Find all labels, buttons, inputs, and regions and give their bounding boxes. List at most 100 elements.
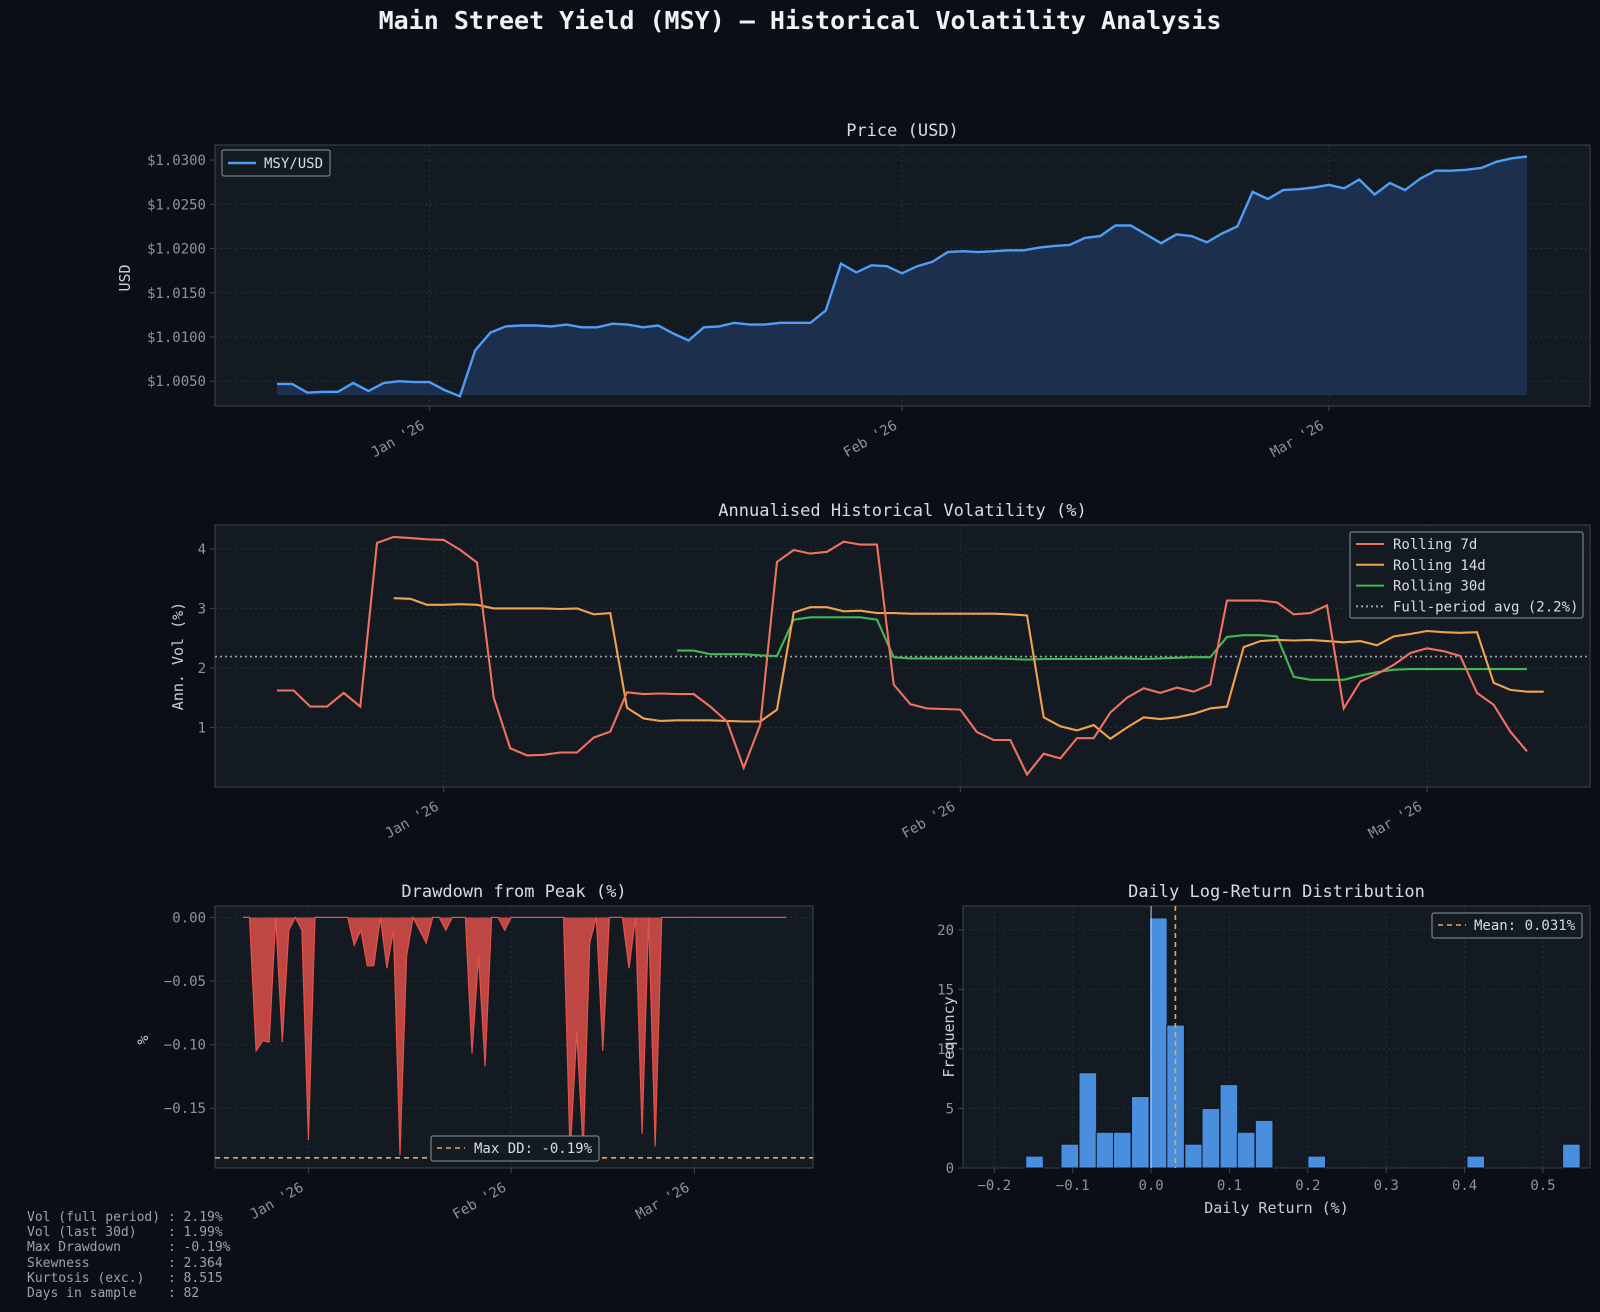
vol-line-30d (677, 616, 1527, 681)
histogram-bar (1236, 1131, 1256, 1169)
stat-separator: : (167, 1286, 184, 1302)
legend-box (1431, 912, 1583, 939)
y-tick-label: −0.10 (164, 1038, 206, 1054)
histogram-panel: Daily Log-Return Distribution 0 5 10 15 20 −0.… (937, 882, 1591, 1217)
price-legend: MSY/USD (221, 149, 331, 177)
legend-label-msy: MSY/USD (264, 156, 323, 172)
y-tick-label: 0.00 (172, 910, 206, 926)
stat-separator: : (167, 1240, 184, 1256)
x-tick-label: −0.2 (977, 1178, 1011, 1194)
histogram-bar (1131, 1096, 1150, 1169)
y-tick-label: 10 (937, 1042, 954, 1058)
histogram-bar (1562, 1143, 1581, 1169)
main-title: Main Street Yield (MSY) — Historical Vol… (378, 6, 1222, 35)
stat-value: -0.19% (183, 1240, 231, 1256)
volatility-panel: Annualised Historical Volatility (%) 1 2 3 4… (169, 501, 1591, 842)
plot-area (214, 905, 814, 1169)
stat-value: 1.99% (183, 1225, 223, 1241)
histogram-bar (1095, 1131, 1115, 1169)
stat-value: 82 (183, 1286, 200, 1302)
panel-title: Price (USD) (846, 121, 959, 141)
y-tick-label: 0 (946, 1161, 954, 1177)
x-tick-label: 0.2 (1295, 1178, 1320, 1194)
y-tick-label: 20 (937, 923, 954, 939)
y-tick-label: 3 (198, 601, 206, 617)
histogram-bar (1466, 1155, 1486, 1169)
histogram-bar (1219, 1084, 1239, 1169)
legend-box (221, 149, 331, 177)
drawdown-panel: Drawdown from Peak (%) 0.00 −0.05 −0.10 −0.1… (134, 882, 814, 1223)
vol-legend: Rolling 7d Rolling 14d Rolling 30d Full-per… (1349, 531, 1584, 619)
y-tick-label: 1 (198, 720, 206, 736)
y-tick-label: $1.0250 (147, 197, 206, 213)
panel-title: Annualised Historical Volatility (%) (718, 501, 1086, 521)
x-tick-label: Jan '26 (247, 1180, 306, 1223)
x-tick-label: Feb '26 (899, 799, 958, 842)
x-tick-label: Mar '26 (633, 1180, 692, 1223)
legend-label-avg: Full-period avg (2.2%) (1393, 599, 1578, 615)
histogram-bar (1201, 1107, 1221, 1169)
stat-label: Days in sample (27, 1286, 168, 1302)
x-tick-label: 0.3 (1374, 1178, 1399, 1194)
x-tick-label: 0.5 (1530, 1178, 1555, 1194)
x-tick-label: Feb '26 (841, 418, 900, 461)
stat-separator: : (167, 1210, 184, 1225)
histogram-bar (1025, 1155, 1044, 1169)
price-area-fill (277, 156, 1527, 397)
legend-label-maxdd: Max DD: -0.19% (474, 1141, 593, 1157)
histogram-bar (1149, 917, 1168, 1169)
stat-label: Skewness (27, 1255, 168, 1271)
stat-separator: : (167, 1270, 184, 1286)
stat-separator: : (167, 1225, 184, 1241)
x-tick-label: Mar '26 (1366, 799, 1425, 842)
plot-area (962, 905, 1591, 1169)
stats-summary: Vol (full period) : 2.19% Vol (last 30d) … (27, 1210, 231, 1301)
y-axis-label: % (134, 1035, 152, 1044)
stat-value: 2.19% (183, 1210, 223, 1225)
x-tick-label: 0.1 (1217, 1178, 1242, 1194)
y-tick-label: $1.0200 (147, 242, 206, 258)
stat-label: Vol (last 30d) (27, 1225, 168, 1241)
stat-label: Max Drawdown (27, 1240, 168, 1256)
histogram-bar (1112, 1131, 1132, 1169)
stat-row: Skewness : 2.364 (27, 1256, 231, 1271)
vol-line-14d (393, 597, 1544, 741)
y-tick-label: 15 (937, 982, 954, 998)
legend-label-mean: Mean: 0.031% (1474, 918, 1576, 934)
vol-line-7d (277, 535, 1528, 777)
stat-label: Kurtosis (exc.) (27, 1270, 168, 1286)
y-tick-label: 2 (198, 661, 206, 677)
legend-label-7d: Rolling 7d (1393, 537, 1477, 553)
stat-row: Max Drawdown : -0.19% (27, 1240, 231, 1255)
panel-title: Drawdown from Peak (%) (401, 882, 626, 902)
histogram-bar (1184, 1143, 1203, 1169)
hist-legend: Mean: 0.031% (1431, 912, 1583, 939)
histogram-bar (1254, 1119, 1274, 1169)
y-tick-label: $1.0300 (147, 153, 206, 169)
stat-row: Vol (last 30d) : 1.99% (27, 1225, 231, 1240)
x-tick-label: 0.4 (1452, 1178, 1477, 1194)
y-tick-label: −0.05 (164, 974, 206, 990)
y-tick-label: 4 (198, 542, 206, 558)
legend-box (430, 1135, 600, 1162)
price-panel: Price (USD) $1.0050 $1.0100 $1.0150 $1.0200 $… (116, 121, 1591, 461)
legend-label-14d: Rolling 14d (1393, 558, 1486, 574)
y-tick-label: 5 (946, 1101, 954, 1117)
x-tick-label: Jan '26 (383, 799, 442, 842)
stat-separator: : (167, 1255, 184, 1271)
y-tick-label: $1.0050 (147, 374, 206, 390)
y-tick-label: $1.0100 (147, 330, 206, 346)
y-axis-label: Ann. Vol (%) (169, 602, 187, 710)
x-tick-label: Jan '26 (368, 418, 427, 461)
x-tick-label: 0.0 (1138, 1178, 1163, 1194)
stat-value: 2.364 (183, 1255, 223, 1271)
panel-title: Daily Log-Return Distribution (1128, 882, 1425, 902)
stat-value: 8.515 (183, 1270, 223, 1286)
histogram-bar (1060, 1143, 1080, 1169)
legend-box (1349, 531, 1584, 619)
stat-row: Days in sample : 82 (27, 1286, 231, 1301)
stat-row: Kurtosis (exc.) : 8.515 (27, 1271, 231, 1286)
x-tick-label: Feb '26 (450, 1180, 509, 1223)
drawdown-line (243, 915, 786, 1156)
